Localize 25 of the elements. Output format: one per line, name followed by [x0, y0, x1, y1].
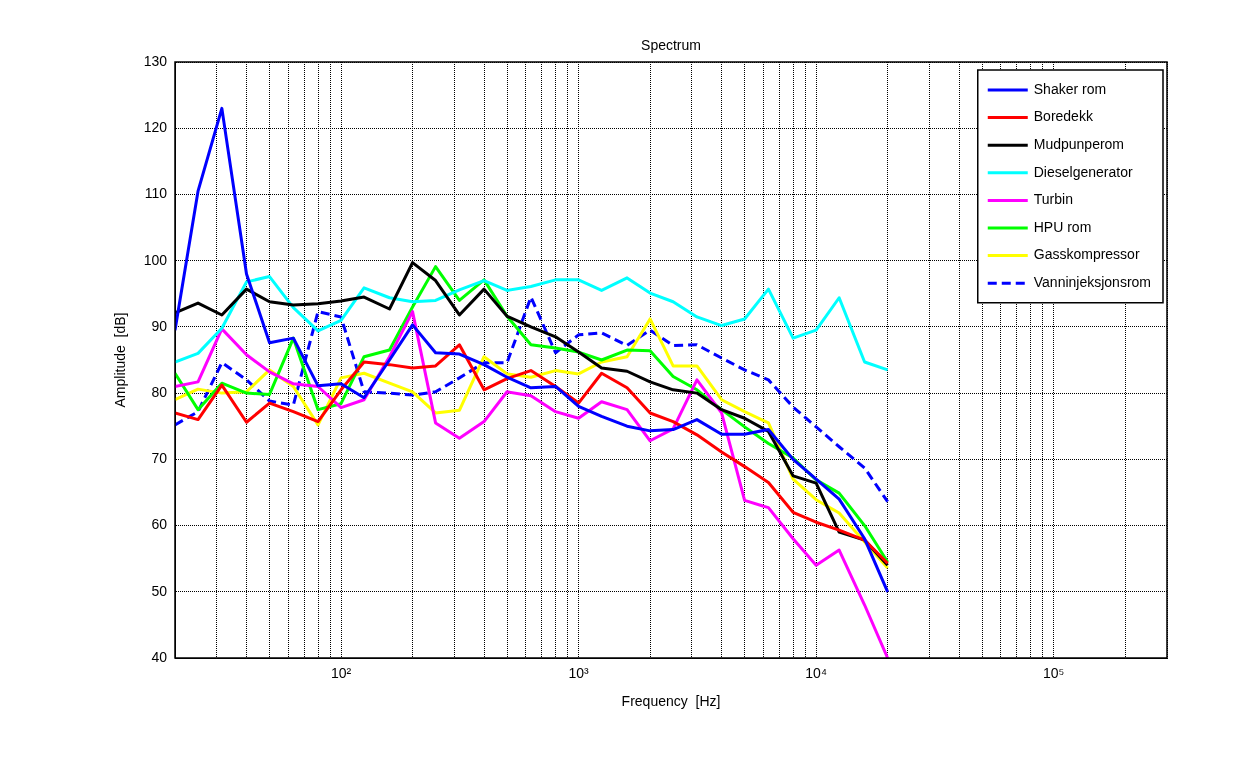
y-tick-label: 80: [151, 383, 168, 400]
y-axis-title: Amplitude [dB]: [112, 312, 128, 408]
x-axis-title: Frequency [Hz]: [621, 693, 721, 709]
y-tick-label: 60: [151, 516, 168, 533]
y-tick-label: 100: [143, 251, 168, 268]
x-tick-label: 10³: [568, 665, 590, 682]
y-tick-label: 130: [143, 52, 168, 69]
legend-label: Mudpunperom: [1033, 136, 1125, 153]
y-tick-label: 90: [151, 317, 168, 334]
legend-label: Shaker rom: [1033, 80, 1107, 97]
y-tick-label: 120: [143, 119, 168, 136]
legend-label: HPU rom: [1033, 218, 1092, 235]
legend-label: Gasskompressor: [1033, 246, 1140, 263]
legend-label: Turbin: [1033, 191, 1073, 208]
x-tick-label: 10⁵: [1042, 665, 1065, 682]
x-tick-label: 10⁴: [805, 665, 827, 682]
legend-label: Boredekk: [1033, 108, 1094, 125]
y-tick-label: 70: [151, 450, 168, 467]
chart-title: Spectrum: [641, 37, 701, 53]
legend-label: Vanninjeksjonsrom: [1033, 274, 1152, 291]
y-tick-label: 40: [151, 648, 168, 665]
legend-label: Dieselgenerator: [1033, 163, 1133, 180]
y-tick-label: 50: [151, 582, 168, 599]
x-tick-label: 10²: [330, 665, 352, 682]
y-tick-label: 110: [144, 185, 168, 202]
